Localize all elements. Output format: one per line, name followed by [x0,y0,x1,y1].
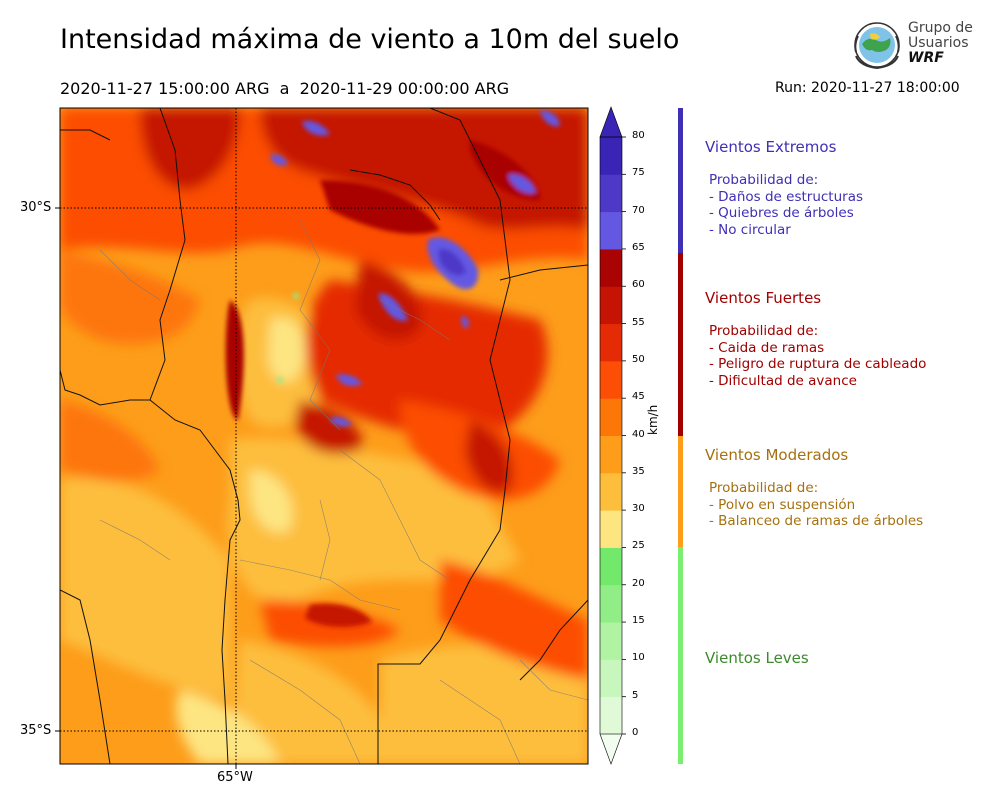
category-bar-moderados [678,436,683,547]
country-boundaries [60,108,588,764]
colorbar-segment [600,696,622,735]
lat-label-35s: 35°S [20,723,52,738]
logo-line-3: WRF [908,50,944,66]
colorbar-segment [600,584,622,623]
colorbar-tick-label: 5 [632,689,639,701]
colorbar-segment [600,174,622,213]
colorbar-tick-label: 60 [632,279,645,291]
colorbar-tick-label: 20 [632,577,645,589]
valid-period: 2020-11-27 15:00:00 ARG a 2020-11-29 00:… [60,79,510,98]
colorbar-segment [600,547,622,586]
run-time: Run: 2020-11-27 18:00:00 [775,80,960,96]
colorbar-tick-label: 80 [632,130,645,141]
colorbar-tick-label: 65 [632,241,645,253]
grupo-usuarios-wrf-logo: Grupo de Usuarios WRF [848,16,973,74]
colorbar-tick-label: 30 [632,503,645,515]
colorbar-arrow-low [599,733,623,765]
colorbar-segment [600,435,622,474]
category-extremos-desc: Probabilidad de: - Daños de estructuras … [709,172,864,238]
colorbar-segment [600,137,622,175]
lat-label-30s: 30°S [20,200,52,215]
lon-label-65w: 65°W [217,770,253,785]
colorbar-tick-label: 55 [632,316,645,328]
category-bar-fuertes [678,253,683,436]
colorbar-tick-label: 0 [632,727,639,738]
category-bar-extremos [678,108,683,253]
colorbar-tick-label: 40 [632,428,645,440]
colorbar-tick-label: 70 [632,204,645,216]
colorbar-tick-label: 10 [632,652,645,664]
colorbar-segment [600,248,622,287]
category-fuertes-title: Vientos Fuertes [705,289,822,307]
colorbar-segment [600,472,622,511]
colorbar-tick-label: 75 [632,167,645,179]
colorbar-segment [600,323,622,362]
category-bar-leves [678,547,683,764]
colorbar-arrow-high [599,106,623,138]
map-title: Intensidad máxima de viento a 10m del su… [60,24,680,55]
colorbar-tick-label: 50 [632,353,645,365]
map-frame [59,107,589,765]
colorbar-segment [600,622,622,660]
wind-map [55,107,589,769]
logo-line-1: Grupo de [908,20,973,36]
graticule [60,108,588,764]
category-fuertes-desc: Probabilidad de: - Caida de ramas - Peli… [709,323,927,389]
colorbar-segment [600,360,622,399]
colorbar-segment [600,211,622,250]
logo-line-2: Usuarios [908,35,969,51]
colorbar-segment [600,659,622,698]
colorbar-tick-label: 25 [632,540,645,552]
colorbar-unit: km/h [646,404,660,435]
category-moderados-desc: Probabilidad de: - Polvo en suspensión -… [709,480,924,529]
colorbar-segment [600,286,622,325]
colorbar-tick-label: 35 [632,465,645,477]
department-boundaries [99,219,588,764]
colorbar-tick-label: 15 [632,615,645,627]
category-moderados-title: Vientos Moderados [705,446,849,464]
category-leves-title: Vientos Leves [705,649,809,667]
colorbar [599,106,626,765]
colorbar-segment [600,398,622,436]
globe-seal-icon [854,22,900,70]
category-extremos-title: Vientos Extremos [705,138,837,156]
colorbar-tick-label: 45 [632,391,645,403]
colorbar-segment [600,510,622,548]
